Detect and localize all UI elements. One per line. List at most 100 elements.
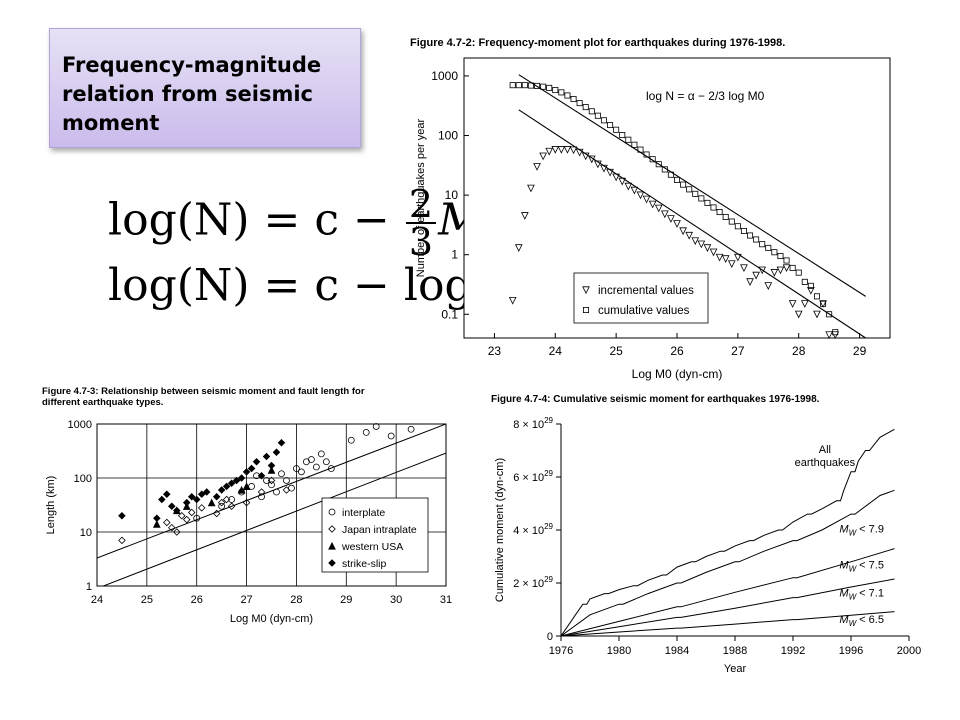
data-point [387, 432, 395, 440]
slide-title: Frequency-magnitude relation from seismi… [62, 53, 322, 135]
data-point [222, 482, 231, 491]
data-point [697, 240, 706, 249]
data-point [227, 502, 236, 511]
series-line [560, 611, 895, 637]
data-point [158, 495, 166, 504]
data-point [819, 300, 827, 308]
data-point [832, 329, 839, 336]
data-point [569, 146, 578, 155]
data-point [625, 136, 632, 143]
curve-label: All [819, 444, 831, 456]
data-point [521, 212, 529, 220]
data-point [563, 146, 572, 154]
x-tick-label: 31 [440, 594, 452, 606]
data-point [514, 244, 523, 253]
series-line [560, 548, 895, 637]
data-point [273, 488, 280, 496]
data-point [648, 200, 657, 209]
data-point [212, 492, 221, 501]
series-diamond-filled [118, 438, 286, 522]
frequency-moment-chart: Figure 4.7-2: Frequency-moment plot for … [410, 37, 891, 381]
data-point [600, 117, 607, 124]
data-point [192, 495, 201, 504]
legend-label: cumulative values [598, 305, 690, 317]
data-point [765, 244, 772, 251]
data-point [576, 100, 583, 107]
legend-label: incremental values [598, 285, 694, 297]
data-point [800, 300, 809, 308]
chart-title: Figure 4.7-4: Cumulative seismic moment … [491, 394, 820, 405]
data-point [612, 173, 620, 182]
legend-label: Japan intraplate [342, 524, 417, 536]
data-point [782, 264, 791, 273]
data-point [649, 156, 656, 163]
data-point [710, 204, 717, 211]
data-point [242, 498, 251, 507]
series-line [560, 428, 895, 637]
x-tick-label: 25 [141, 594, 153, 606]
x-tick-label: 1976 [549, 645, 573, 657]
cumulative-moment-chart: Figure 4.7-4: Cumulative seismic moment … [491, 394, 921, 675]
x-tick-label: 24 [549, 344, 563, 358]
y-tick-label: 0 [547, 631, 553, 643]
data-point [222, 495, 231, 504]
x-tick-label: 27 [240, 594, 252, 606]
data-point [692, 190, 699, 197]
data-point [509, 82, 516, 89]
fraction-numerator: 2 [405, 185, 437, 224]
data-point [575, 148, 584, 157]
data-point [267, 461, 276, 470]
data-point [152, 520, 161, 528]
data-point [637, 146, 644, 153]
x-tick-label: 25 [609, 344, 623, 358]
data-point [721, 255, 730, 264]
x-tick-label: 1984 [665, 645, 689, 657]
y-tick-label: 6 × 1029 [513, 469, 553, 484]
equation-area: log(N) = c − log S [108, 260, 517, 311]
data-point [552, 87, 559, 94]
data-point [795, 269, 802, 276]
data-point [613, 126, 620, 133]
legend-marker [328, 508, 336, 516]
data-point [242, 482, 251, 490]
series-line [560, 578, 895, 637]
data-point [182, 515, 191, 524]
data-point [813, 310, 821, 319]
data-point [282, 486, 291, 494]
x-tick-label: 28 [290, 594, 302, 606]
data-point [312, 463, 320, 471]
y-tick-label: 1 [451, 248, 458, 262]
data-point [636, 191, 645, 200]
legend-marker [328, 525, 336, 533]
data-point [173, 506, 181, 515]
data-point [558, 89, 565, 96]
data-point [606, 168, 614, 177]
data-point [347, 436, 355, 444]
y-tick-label: 1000 [431, 69, 458, 83]
data-point [752, 271, 760, 280]
data-point [759, 241, 766, 248]
data-point [262, 452, 271, 461]
fraction-denominator: 3 [408, 220, 434, 264]
y-axis-label: Length (km) [45, 476, 57, 535]
data-point [515, 82, 522, 89]
data-point [794, 310, 803, 319]
data-point [776, 266, 785, 275]
data-point [582, 104, 589, 111]
data-point [722, 213, 729, 220]
x-tick-label: 1988 [723, 645, 747, 657]
data-point [624, 182, 633, 191]
data-point [372, 423, 380, 430]
data-point [546, 84, 553, 91]
data-point [667, 215, 675, 223]
fit-line [101, 452, 446, 586]
moment-length-chart: Figure 4.7-3: Relationship between seism… [42, 386, 452, 625]
legend-marker [328, 541, 336, 550]
y-tick-label: 1 [86, 581, 92, 593]
data-point [807, 286, 815, 295]
y-tick-label: 4 × 1029 [513, 522, 553, 537]
curve-label: MW < 6.5 [839, 614, 884, 628]
data-point [788, 300, 797, 308]
data-point [746, 278, 754, 286]
